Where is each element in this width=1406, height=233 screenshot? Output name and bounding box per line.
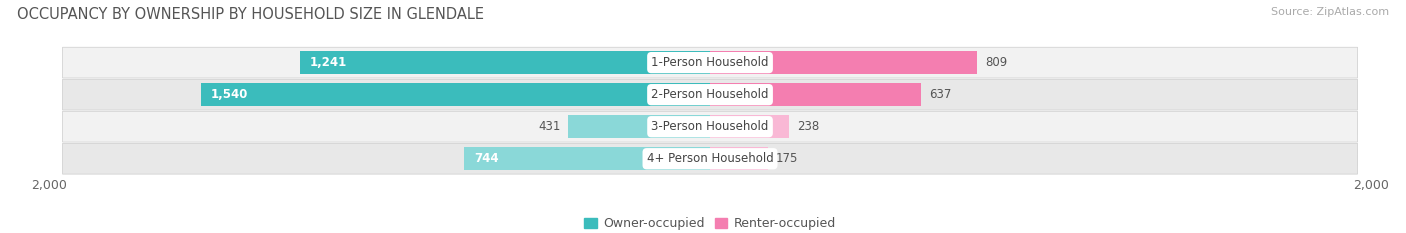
Bar [201, 83, 710, 106]
Bar [568, 115, 710, 138]
Text: 744: 744 [474, 152, 499, 165]
Text: 3-Person Household: 3-Person Household [651, 120, 769, 133]
Bar [299, 51, 710, 74]
Legend: Owner-occupied, Renter-occupied: Owner-occupied, Renter-occupied [579, 212, 841, 233]
Text: Source: ZipAtlas.com: Source: ZipAtlas.com [1271, 7, 1389, 17]
Text: 1,241: 1,241 [309, 56, 347, 69]
Text: 637: 637 [929, 88, 950, 101]
Bar [710, 115, 789, 138]
Bar [464, 147, 710, 170]
Text: OCCUPANCY BY OWNERSHIP BY HOUSEHOLD SIZE IN GLENDALE: OCCUPANCY BY OWNERSHIP BY HOUSEHOLD SIZE… [17, 7, 484, 22]
Text: 1,540: 1,540 [211, 88, 249, 101]
FancyBboxPatch shape [62, 111, 1358, 142]
Text: 2-Person Household: 2-Person Household [651, 88, 769, 101]
Text: 431: 431 [538, 120, 561, 133]
FancyBboxPatch shape [62, 143, 1358, 174]
Text: 238: 238 [797, 120, 820, 133]
Text: 175: 175 [776, 152, 799, 165]
Text: 809: 809 [986, 56, 1008, 69]
Bar [710, 147, 768, 170]
FancyBboxPatch shape [62, 47, 1358, 78]
FancyBboxPatch shape [62, 79, 1358, 110]
Bar [710, 51, 977, 74]
Text: 4+ Person Household: 4+ Person Household [647, 152, 773, 165]
Bar [710, 83, 921, 106]
Text: 1-Person Household: 1-Person Household [651, 56, 769, 69]
